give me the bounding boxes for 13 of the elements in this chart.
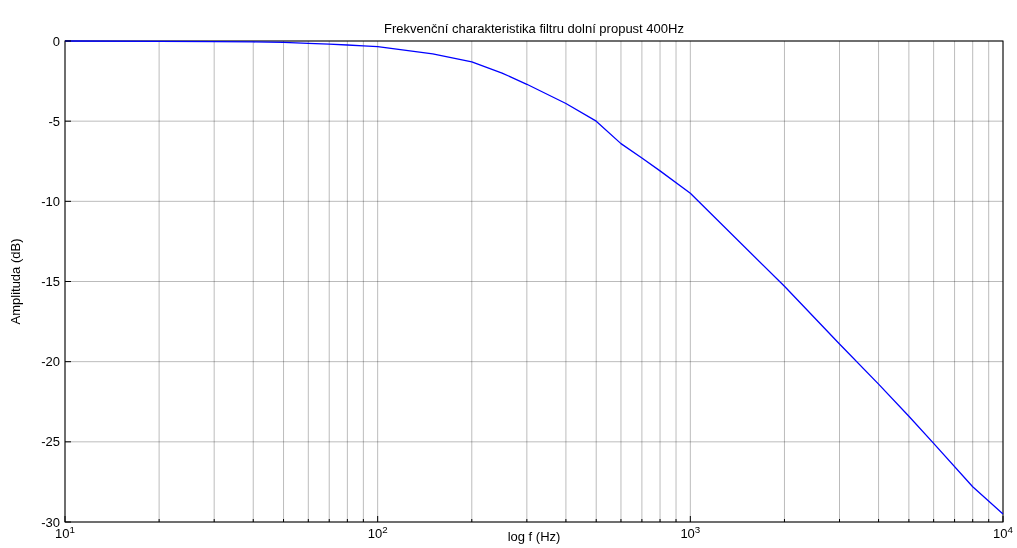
x-axis-title: log f (Hz) [507, 529, 561, 544]
y-axis-title: Amplituda (dB) [8, 238, 23, 325]
x-tick-label: 10$^{3}$ [680, 523, 701, 541]
y-tick-label: -20 [41, 354, 60, 370]
y-tick-label: -25 [41, 434, 60, 450]
y-tick-label: 0 [52, 33, 60, 49]
y-tick-label: -30 [41, 514, 60, 530]
y-tick-label: -15 [41, 274, 60, 290]
x-tick-label: 10$^{2}$ [367, 523, 388, 541]
x-tick-label: 10$^{4}$ [993, 523, 1014, 541]
y-tick-label: -10 [41, 193, 60, 209]
y-tick-label: -5 [48, 113, 60, 129]
chart-title: Frekvenční charakteristika filtru dolní propust 400Hz [384, 21, 684, 36]
